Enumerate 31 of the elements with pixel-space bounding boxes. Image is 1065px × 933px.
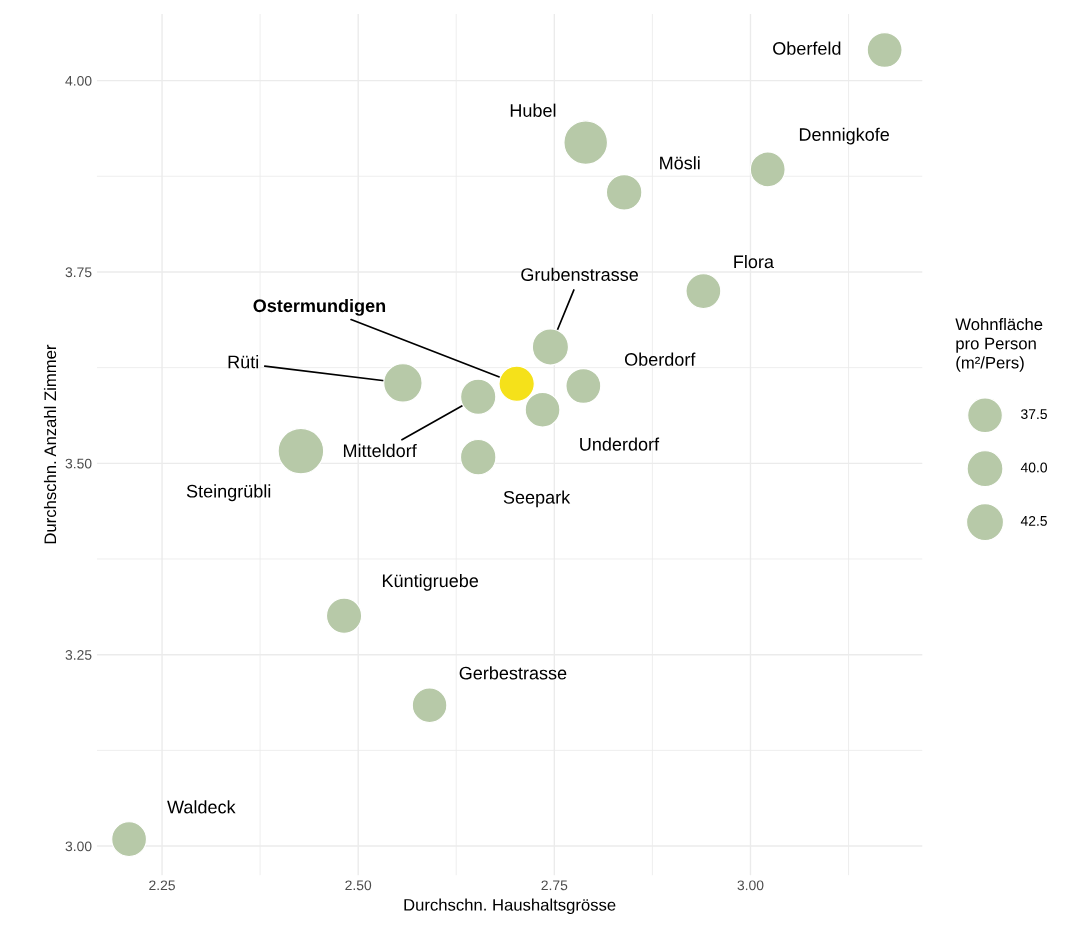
x-tick-label: 2.25: [149, 880, 175, 891]
annotation: Rüti: [228, 355, 259, 369]
annotation: Gerbestrasse: [459, 666, 567, 680]
annotation: Dennigkofe: [799, 127, 889, 145]
x-tick-label: 2.75: [541, 880, 568, 891]
x-tick-label: 3.00: [737, 880, 764, 891]
annotation: Mösli: [660, 156, 700, 170]
annotation: Seepark: [503, 490, 571, 508]
legend-title: Wohnfläche pro Person (m²/Pers): [955, 317, 1043, 372]
y-tick-label: 4.00: [65, 75, 92, 86]
annotation: Underdorf: [580, 437, 660, 451]
y-tick-label: 3.00: [65, 841, 92, 852]
annotation: Flora: [734, 254, 774, 269]
annotation: Ostermundigen: [253, 298, 386, 316]
annotation: Grubenstrasse: [521, 267, 638, 281]
legend-label: 37.5: [1021, 409, 1047, 420]
annotation: Küntigruebe: [382, 573, 479, 591]
y-tick-label: 3.50: [65, 458, 92, 469]
annotation: Oberfeld: [773, 41, 841, 55]
annotation: Mitteldorf: [343, 443, 417, 458]
x-axis-title: Durchschn. Haushaltsgrösse: [404, 898, 616, 915]
annotation: Steingrübli: [186, 484, 271, 502]
annotation: Hubel: [510, 103, 556, 117]
annotation: Waldeck: [167, 800, 236, 814]
legend-label: 40.0: [1020, 462, 1047, 473]
y-axis-title: Durchschn. Anzahl Zimmer: [43, 344, 57, 544]
y-tick-label: 3.25: [65, 650, 92, 660]
x-tick-label: 2.50: [345, 880, 372, 891]
annotation: Oberdorf: [624, 352, 696, 366]
legend-label: 42.5: [1020, 515, 1047, 526]
y-tick-label: 3.75: [65, 267, 92, 278]
